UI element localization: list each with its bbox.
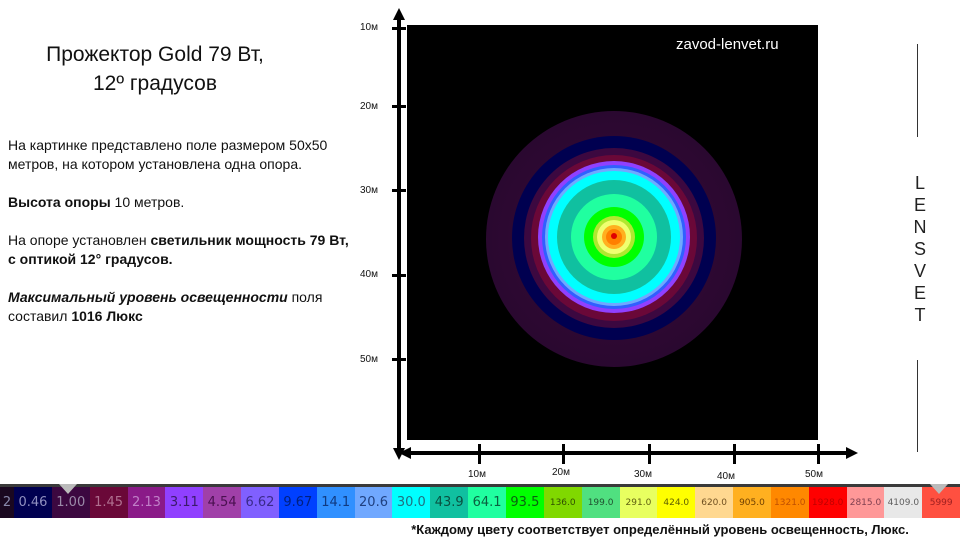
x-tick	[648, 444, 651, 464]
x-tick-label: 50м	[805, 469, 823, 480]
description-max-illuminance: Максимальный уровень освещенности поля с…	[8, 289, 323, 324]
y-tick-label: 10м	[360, 22, 378, 33]
scale-cell: 6.62	[241, 487, 279, 518]
x-tick-label: 40м	[717, 471, 735, 482]
y-axis	[397, 16, 401, 454]
description-field-size: На картинке представлено поле размером 5…	[8, 137, 328, 172]
scale-cell: 43.9	[430, 487, 469, 518]
description: На картинке представлено поле размером 5…	[8, 136, 358, 345]
y-tick-label: 40м	[360, 269, 378, 280]
y-tick	[392, 358, 406, 361]
scale-cell: 64.1	[468, 487, 506, 518]
brand-divider-bottom	[917, 360, 918, 452]
brand-logo-text: L E N S V E T	[913, 173, 927, 325]
y-tick	[392, 105, 406, 108]
brand-divider-top	[917, 44, 918, 137]
scale-cell: 9.67	[278, 487, 317, 518]
legend-footnote: *Каждому цвету соответствует определённы…	[411, 522, 909, 537]
illuminance-color-scale: 2 0.46 1.00 1.45 2.13 3.11 4.54 6.62 9.67 14.1 20.…	[0, 484, 960, 518]
scale-cell: 14.1	[316, 487, 355, 518]
x-tick-label: 20м	[552, 467, 570, 478]
y-tick-label: 50м	[360, 354, 378, 365]
scale-cell: 905.0	[733, 487, 771, 518]
scale-marker-right-icon[interactable]	[930, 484, 948, 494]
y-tick-label: 30м	[360, 185, 378, 196]
scale-cell: 620.0	[695, 487, 734, 518]
x-tick-label: 10м	[468, 469, 486, 480]
arrow-up-icon	[393, 8, 405, 20]
watermark: zavod-lenvet.ru	[676, 36, 779, 53]
y-tick	[392, 27, 406, 30]
isolux-plot	[407, 25, 818, 440]
title-line-1: Прожектор Gold 79 Вт,	[46, 43, 264, 66]
scale-cell: 30.0	[392, 487, 431, 518]
x-tick	[562, 444, 565, 464]
scale-cell: 291.0	[619, 487, 658, 518]
description-pole-height: Высота опоры 10 метров.	[8, 194, 185, 210]
x-tick	[733, 444, 736, 464]
scale-cell: 2	[0, 487, 14, 518]
scale-cell: 2815.0	[846, 487, 885, 518]
arrow-right-icon	[846, 447, 858, 459]
scale-cell: 1928.0	[808, 487, 847, 518]
page-title: Прожектор Gold 79 Вт, 12º градусов	[0, 40, 310, 98]
x-tick-label: 30м	[634, 469, 652, 480]
y-tick	[392, 274, 406, 277]
scale-cell: 2.13	[127, 487, 166, 518]
scale-cell: 1.45	[89, 487, 128, 518]
scale-cell: 0.46	[14, 487, 52, 518]
scale-cell: 3.11	[165, 487, 204, 518]
scale-cell: 136.0	[543, 487, 582, 518]
scale-cell: 4109.0	[884, 487, 923, 518]
scale-cell: 424.0	[657, 487, 696, 518]
x-tick	[817, 444, 820, 464]
ring-center-red	[611, 233, 617, 239]
scale-cell: 1321.0	[770, 487, 809, 518]
title-line-2: 12º градусов	[93, 72, 217, 95]
scale-cell: 199.0	[581, 487, 620, 518]
y-tick	[392, 189, 406, 192]
y-tick-label: 20м	[360, 101, 378, 112]
x-axis	[404, 451, 846, 455]
description-luminaire: На опоре установлен светильник мощность …	[8, 232, 349, 267]
scale-cell: 93.5	[505, 487, 544, 518]
arrow-left-icon	[399, 447, 411, 459]
scale-cell: 4.54	[203, 487, 242, 518]
scale-cell: 20.6	[354, 487, 393, 518]
x-tick	[478, 444, 481, 464]
scale-marker-left-icon[interactable]	[59, 484, 77, 494]
